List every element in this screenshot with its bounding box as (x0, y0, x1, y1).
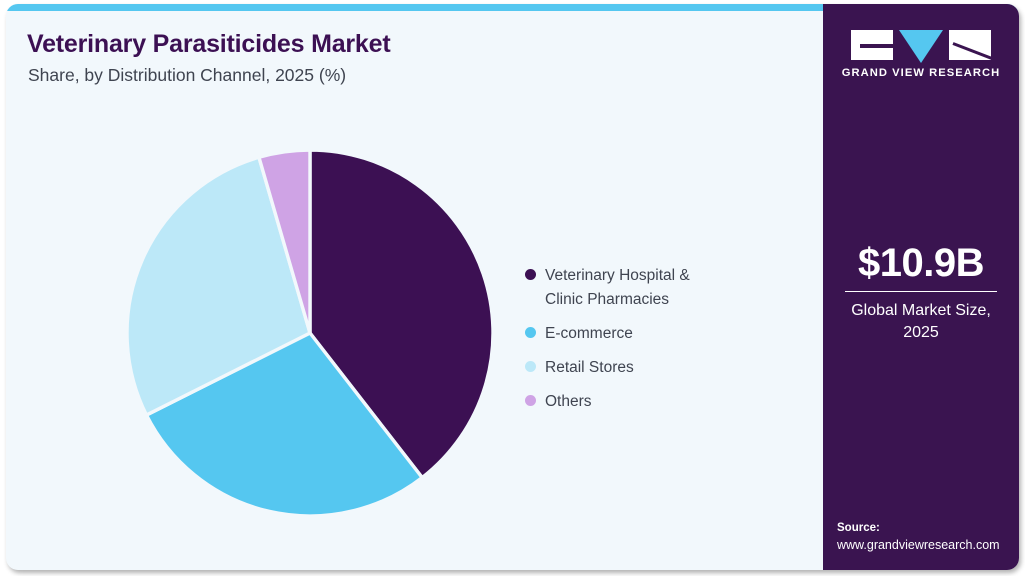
market-size-caption: Global Market Size, 2025 (851, 302, 991, 341)
legend-item-e-commerce[interactable]: E-commerce (525, 322, 805, 346)
legend-item-label: E-commerce (545, 325, 633, 342)
legend-swatch-icon (525, 395, 536, 406)
logo-letter-g-icon (851, 30, 893, 60)
legend-item-label: Veterinary Hospital & Clinic Pharmacies (545, 267, 690, 308)
brand-logo: GRAND VIEW RESEARCH (823, 30, 1019, 79)
source-label: Source: (837, 522, 880, 534)
pie-slice[interactable] (308, 148, 495, 480)
market-size-stat: $10.9B Global Market Size, 2025 (823, 242, 1019, 344)
legend-item-others[interactable]: Others (525, 390, 805, 414)
logo-letter-r-icon (949, 30, 991, 60)
market-size-value: $10.9B (858, 241, 984, 285)
top-accent-bar (6, 4, 1019, 11)
logo-marks (823, 30, 1019, 63)
chart-content-area: Veterinary Parasiticides Market Share, b… (6, 11, 823, 570)
pie-slice[interactable] (257, 148, 312, 335)
logo-wordmark: GRAND VIEW RESEARCH (841, 67, 1001, 79)
pie-chart-svg (125, 148, 495, 518)
chart-legend: Veterinary Hospital & Clinic Pharmacies … (525, 264, 805, 424)
legend-item-veterinary-hospital-clinic-pharmacies[interactable]: Veterinary Hospital & Clinic Pharmacies (525, 264, 805, 312)
logo-triangle-v-icon (899, 30, 943, 63)
legend-item-retail-stores[interactable]: Retail Stores (525, 356, 805, 380)
pie-slice[interactable] (125, 155, 312, 417)
infographic-card: Veterinary Parasiticides Market Share, b… (6, 4, 1019, 570)
legend-item-label: Others (545, 393, 592, 410)
legend-swatch-icon (525, 361, 536, 372)
brand-side-panel: GRAND VIEW RESEARCH $10.9B Global Market… (823, 4, 1019, 570)
source-url[interactable]: www.grandviewresearch.com (837, 538, 1000, 552)
page-subtitle: Share, by Distribution Channel, 2025 (%) (28, 65, 347, 85)
pie-chart (124, 147, 496, 519)
legend-item-label: Retail Stores (545, 359, 634, 376)
source-block: Source: www.grandviewresearch.com (837, 520, 1011, 554)
stat-divider (845, 291, 997, 292)
pie-slice[interactable] (144, 331, 424, 518)
pie-slice-group (125, 148, 495, 518)
legend-swatch-icon (525, 327, 536, 338)
legend-swatch-icon (525, 269, 536, 280)
page-title: Veterinary Parasiticides Market (27, 30, 391, 58)
